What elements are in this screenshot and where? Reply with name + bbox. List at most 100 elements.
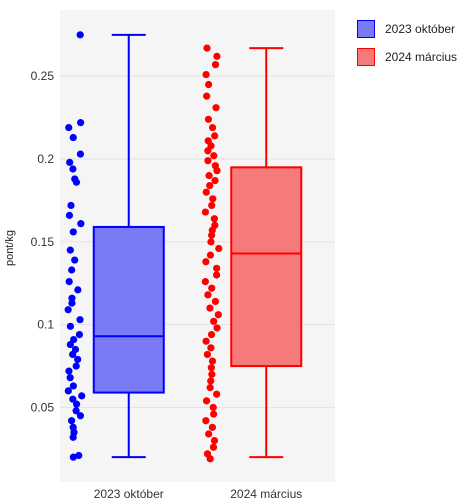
y-axis-title: pont/kg [4, 230, 16, 266]
data-point [208, 201, 216, 210]
y-tick-label: 0.25 [31, 69, 55, 83]
data-point [65, 211, 74, 219]
data-point [206, 251, 215, 259]
data-point [210, 436, 219, 445]
data-point [202, 337, 210, 345]
legend-item: 2023 október [357, 16, 457, 42]
data-point [208, 123, 217, 132]
data-point [77, 220, 85, 228]
data-point [202, 417, 210, 425]
data-point [68, 299, 76, 307]
data-point [207, 364, 215, 372]
y-tick-label: 0.15 [31, 235, 55, 249]
data-point [68, 294, 76, 302]
legend-key-swatch [357, 48, 375, 66]
legend: 2023 október 2024 március [357, 16, 457, 72]
data-point [68, 266, 76, 274]
data-point [206, 181, 214, 190]
data-point [206, 304, 214, 312]
data-point [203, 92, 211, 100]
data-point [64, 387, 72, 395]
data-point [72, 400, 81, 408]
data-point [69, 133, 77, 142]
data-point [77, 119, 85, 127]
data-point [76, 316, 84, 324]
data-point [213, 390, 221, 398]
data-point [202, 258, 210, 266]
legend-label: 2024 március [385, 50, 458, 64]
data-point [209, 195, 217, 203]
data-point [208, 231, 216, 239]
x-tick-label: 2024 március [230, 487, 302, 501]
data-point [203, 350, 212, 359]
data-point [209, 403, 217, 412]
data-point [72, 178, 81, 186]
data-point [65, 278, 73, 286]
data-point [66, 374, 74, 382]
data-point [64, 306, 72, 314]
data-point [209, 443, 218, 451]
y-tick-label: 0.1 [37, 318, 54, 332]
box-iqr [230, 166, 303, 368]
data-point [207, 344, 215, 352]
series-group [201, 44, 303, 463]
data-point [204, 147, 212, 155]
data-point [66, 246, 74, 254]
data-point [69, 382, 77, 390]
series-group [64, 31, 165, 461]
data-point [205, 80, 213, 89]
data-point [202, 397, 211, 405]
data-point [74, 355, 82, 364]
data-point [76, 150, 85, 158]
data-point [215, 244, 223, 253]
data-point [201, 208, 210, 216]
data-point [208, 357, 217, 365]
x-axis-ticks: 2023 október 2024 március [94, 487, 303, 501]
data-point [66, 340, 74, 349]
data-point [66, 158, 74, 166]
data-point [213, 324, 221, 332]
data-point [69, 228, 77, 236]
data-point [210, 317, 218, 325]
y-axis-ticks: 0.05 0.1 0.15 0.2 0.25 [31, 69, 55, 414]
data-point [75, 331, 84, 339]
data-point [212, 104, 220, 112]
x-tick-label: 2023 október [94, 487, 164, 501]
data-point [67, 417, 76, 425]
data-point [213, 167, 221, 175]
data-point [208, 423, 217, 431]
data-point [211, 176, 219, 185]
data-point [69, 165, 77, 173]
data-point [202, 70, 210, 79]
data-point [76, 31, 84, 39]
y-tick-label: 0.2 [37, 152, 54, 166]
data-point [212, 271, 221, 279]
y-tick-label: 0.05 [31, 400, 55, 414]
data-point [211, 297, 219, 306]
data-point [72, 362, 80, 370]
data-point [74, 286, 82, 294]
data-point [69, 350, 77, 359]
data-point [206, 384, 214, 392]
data-point [78, 392, 86, 400]
data-point [69, 453, 77, 461]
data-point [72, 407, 80, 415]
box-iqr [92, 225, 165, 394]
data-point [205, 172, 213, 180]
data-point [208, 284, 216, 292]
data-point [66, 322, 74, 330]
data-point [213, 52, 221, 60]
data-point [207, 238, 215, 246]
data-point [210, 215, 218, 223]
data-point [210, 152, 218, 160]
data-point [75, 451, 83, 460]
data-point [210, 410, 218, 418]
data-point [206, 455, 214, 463]
data-point [65, 367, 73, 375]
data-point [204, 157, 212, 165]
data-point [207, 377, 215, 385]
data-point [67, 201, 75, 210]
data-point [204, 291, 212, 299]
data-point [76, 412, 85, 420]
